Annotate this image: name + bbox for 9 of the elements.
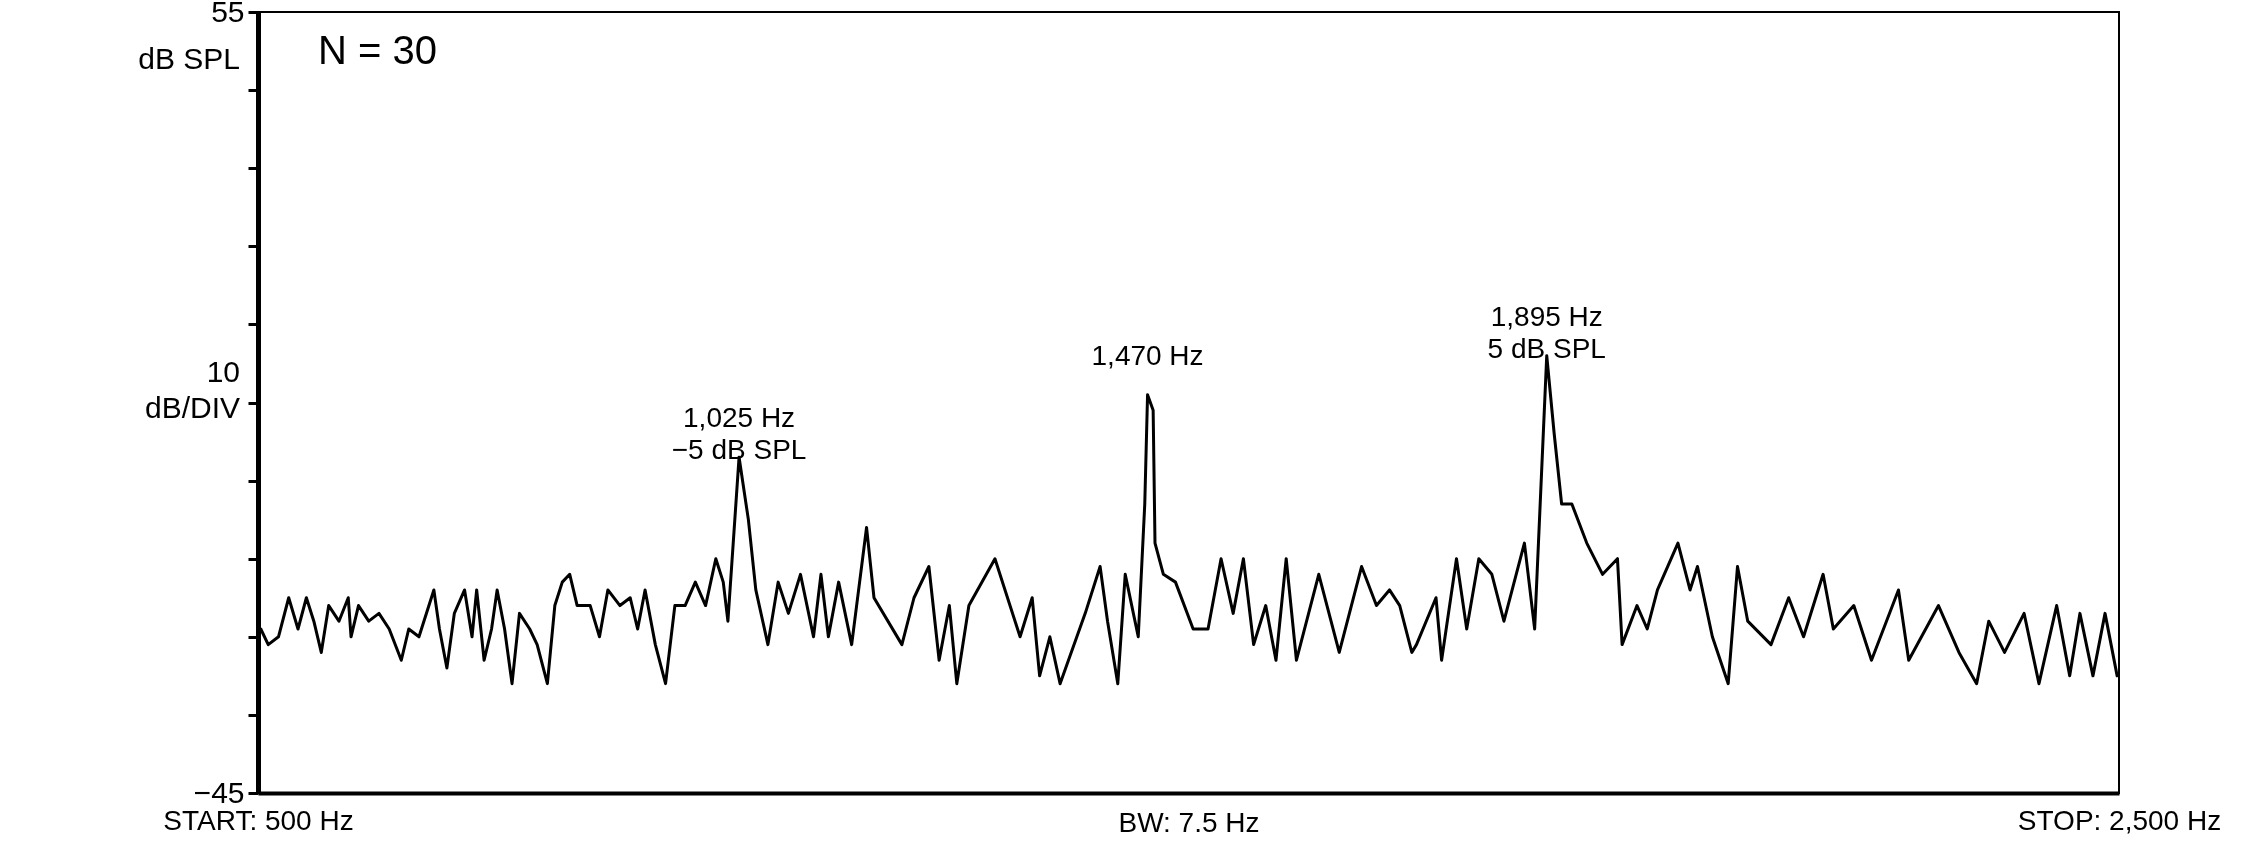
annotation: N = 30 — [318, 28, 437, 72]
annotation: 1,895 Hz 5 dB SPL — [1487, 300, 1606, 364]
annotation: 1,470 Hz — [1091, 339, 1204, 371]
y-axis-title: dB SPL — [138, 42, 240, 75]
x-tick-label: STOP: 2,500 Hz — [2017, 804, 2222, 836]
text: 10 dB/DIV — [144, 354, 240, 424]
annotation: 1,025 Hz −5 dB SPL — [671, 402, 807, 466]
x-axis-title: BW: 7.5 Hz — [1118, 806, 1260, 838]
y-tick-label: 55 — [211, 0, 245, 28]
